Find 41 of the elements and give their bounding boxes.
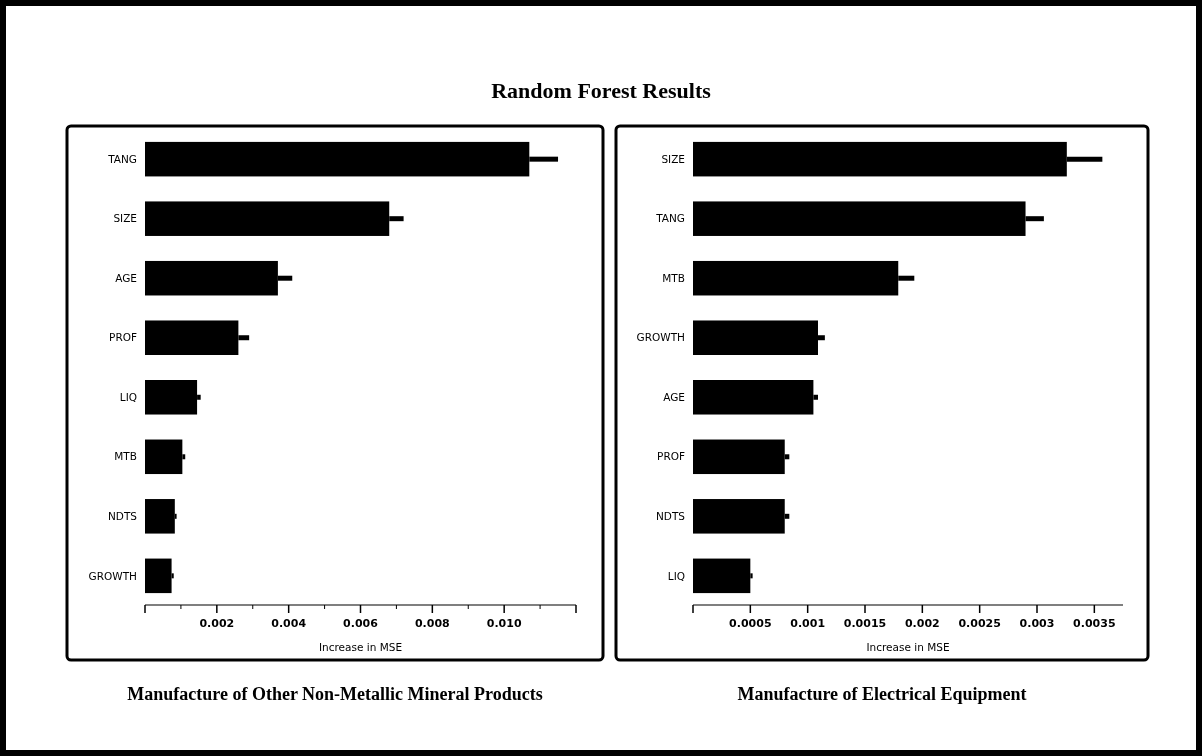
y-tick-label: GROWTH: [88, 569, 137, 582]
y-tick-label: SIZE: [113, 212, 137, 225]
bar: [145, 558, 172, 594]
bar: [145, 499, 175, 534]
x-tick-label: 0.001: [790, 617, 826, 630]
x-tick-label: 0.006: [343, 617, 379, 630]
y-tick-label: AGE: [115, 271, 137, 284]
x-tick-label: 0.0005: [729, 617, 772, 630]
bar: [693, 380, 814, 415]
bar: [693, 558, 751, 594]
x-axis-title: Increase in MSE: [318, 641, 403, 653]
x-tick-label: 0.004: [271, 617, 307, 630]
y-tick-label: TANG: [655, 212, 685, 225]
y-tick-label: NDTS: [655, 509, 686, 522]
x-axis-title: Increase in MSE: [866, 641, 950, 653]
y-tick-label: MTB: [114, 450, 137, 463]
text: Random Forest Results: [491, 78, 712, 103]
y-tick-label: SIZE: [661, 152, 685, 165]
x-tick-label: 0.0015: [843, 617, 887, 630]
x-tick-label: 0.0025: [958, 617, 1001, 630]
bar: [693, 499, 785, 534]
y-tick-label: LIQ: [119, 390, 137, 403]
text: Manufacture of Electrical Equipment: [737, 684, 1027, 704]
x-tick-label: 0.002: [904, 617, 940, 630]
bar: [145, 439, 183, 475]
x-tick-label: 0.010: [486, 617, 522, 630]
x-tick-label: 0.002: [199, 617, 235, 630]
bar: [693, 439, 785, 475]
text: Manufacture of Other Non-Metallic Mineral Products: [127, 684, 543, 704]
bar: [145, 380, 198, 415]
y-tick-label: PROF: [657, 450, 685, 463]
y-tick-label: LIQ: [667, 569, 685, 582]
y-tick-label: AGE: [663, 390, 685, 403]
x-tick-label: 0.003: [1019, 617, 1055, 630]
y-tick-label: GROWTH: [636, 331, 685, 344]
y-tick-label: MTB: [662, 271, 685, 284]
x-tick-label: 0.008: [414, 617, 450, 630]
y-tick-label: TANG: [107, 152, 137, 165]
y-tick-label: PROF: [109, 331, 137, 344]
y-tick-label: NDTS: [107, 509, 138, 522]
x-tick-label: 0.0035: [1073, 617, 1116, 630]
